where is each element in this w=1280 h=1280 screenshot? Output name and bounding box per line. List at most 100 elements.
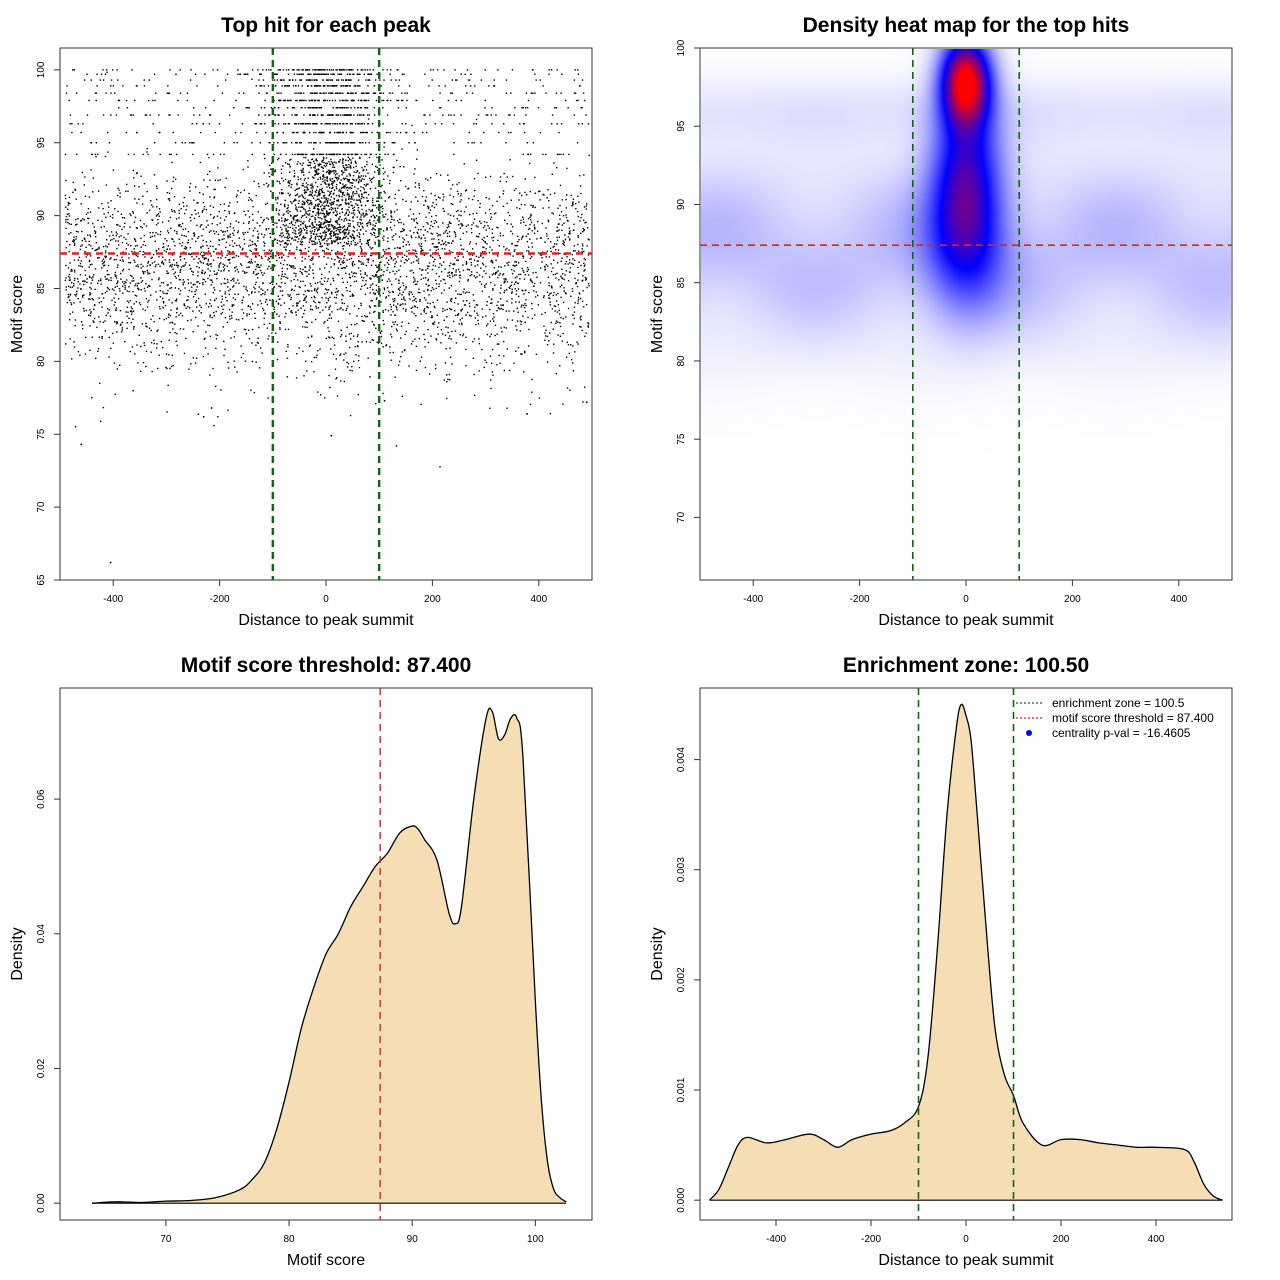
data-point <box>481 290 483 292</box>
data-point <box>301 260 303 262</box>
data-point <box>415 99 417 102</box>
y-tick-label: 85 <box>36 282 47 294</box>
data-point <box>271 299 274 301</box>
data-point <box>379 164 381 166</box>
data-point <box>586 203 588 205</box>
data-point <box>238 221 240 224</box>
data-point <box>87 212 89 214</box>
data-point <box>376 131 379 134</box>
data-point <box>566 194 568 196</box>
data-point <box>374 217 376 219</box>
data-point <box>175 300 178 302</box>
data-point <box>282 142 285 144</box>
data-point <box>138 186 140 188</box>
data-point <box>587 123 590 125</box>
data-point <box>387 259 390 262</box>
data-point <box>551 123 553 125</box>
data-point <box>414 249 416 252</box>
data-point <box>120 278 122 280</box>
data-point <box>370 210 372 212</box>
data-point <box>496 200 498 203</box>
data-point <box>385 344 387 347</box>
data-point <box>297 188 299 190</box>
data-point <box>556 69 558 71</box>
data-point <box>159 153 161 156</box>
data-point <box>557 230 559 232</box>
data-point <box>216 272 218 274</box>
data-point <box>435 203 438 206</box>
data-point <box>356 204 359 207</box>
data-point <box>500 287 502 289</box>
data-point <box>337 227 339 229</box>
data-point <box>392 291 395 293</box>
data-point <box>391 142 393 144</box>
data-point <box>326 179 328 181</box>
data-point <box>342 85 345 87</box>
data-point <box>315 107 318 109</box>
data-point <box>264 255 267 257</box>
data-point <box>496 333 498 335</box>
data-point <box>341 245 344 247</box>
data-point <box>477 319 479 322</box>
data-point <box>310 215 313 218</box>
data-point <box>81 294 84 297</box>
data-point <box>331 114 334 116</box>
data-point <box>318 212 320 215</box>
data-point <box>224 291 227 293</box>
data-point <box>285 312 287 315</box>
data-point <box>237 230 240 232</box>
data-point <box>524 321 526 324</box>
data-point <box>269 236 272 238</box>
data-point <box>289 226 291 229</box>
data-point <box>191 255 193 258</box>
data-point <box>308 164 310 167</box>
data-point <box>371 228 373 231</box>
data-point <box>495 212 497 214</box>
data-point <box>500 307 503 310</box>
data-point <box>276 226 278 228</box>
data-point <box>325 216 327 218</box>
data-point <box>414 186 416 188</box>
data-point <box>539 190 541 192</box>
data-point <box>394 258 396 260</box>
data-point <box>299 142 301 144</box>
data-point <box>387 247 390 250</box>
data-point <box>232 250 234 253</box>
data-point <box>370 73 373 75</box>
data-point <box>349 290 351 293</box>
data-point <box>491 232 494 235</box>
data-point <box>215 248 217 250</box>
data-point <box>360 107 362 109</box>
data-point <box>399 304 401 307</box>
data-point <box>201 255 203 257</box>
data-point <box>162 300 165 303</box>
data-point <box>446 235 449 238</box>
data-point <box>183 235 185 237</box>
data-point <box>336 294 338 296</box>
data-point <box>224 256 227 259</box>
data-point <box>435 249 438 252</box>
data-point <box>293 272 295 274</box>
data-point <box>176 307 178 309</box>
data-point <box>166 180 168 182</box>
data-point <box>554 107 556 109</box>
data-point <box>309 218 311 220</box>
data-point <box>411 218 413 220</box>
data-point <box>369 376 371 378</box>
data-point <box>565 292 567 295</box>
data-point <box>360 186 362 188</box>
data-point <box>212 153 215 156</box>
data-point <box>350 161 353 164</box>
data-point <box>375 298 378 300</box>
data-point <box>284 248 287 251</box>
data-point <box>382 214 384 216</box>
data-point <box>352 193 354 195</box>
data-point <box>293 69 295 71</box>
data-point <box>219 222 221 224</box>
data-point <box>341 277 344 280</box>
data-point <box>296 353 298 355</box>
data-point <box>263 323 265 325</box>
data-point <box>459 274 461 276</box>
data-point <box>358 260 360 263</box>
data-point <box>581 243 584 245</box>
